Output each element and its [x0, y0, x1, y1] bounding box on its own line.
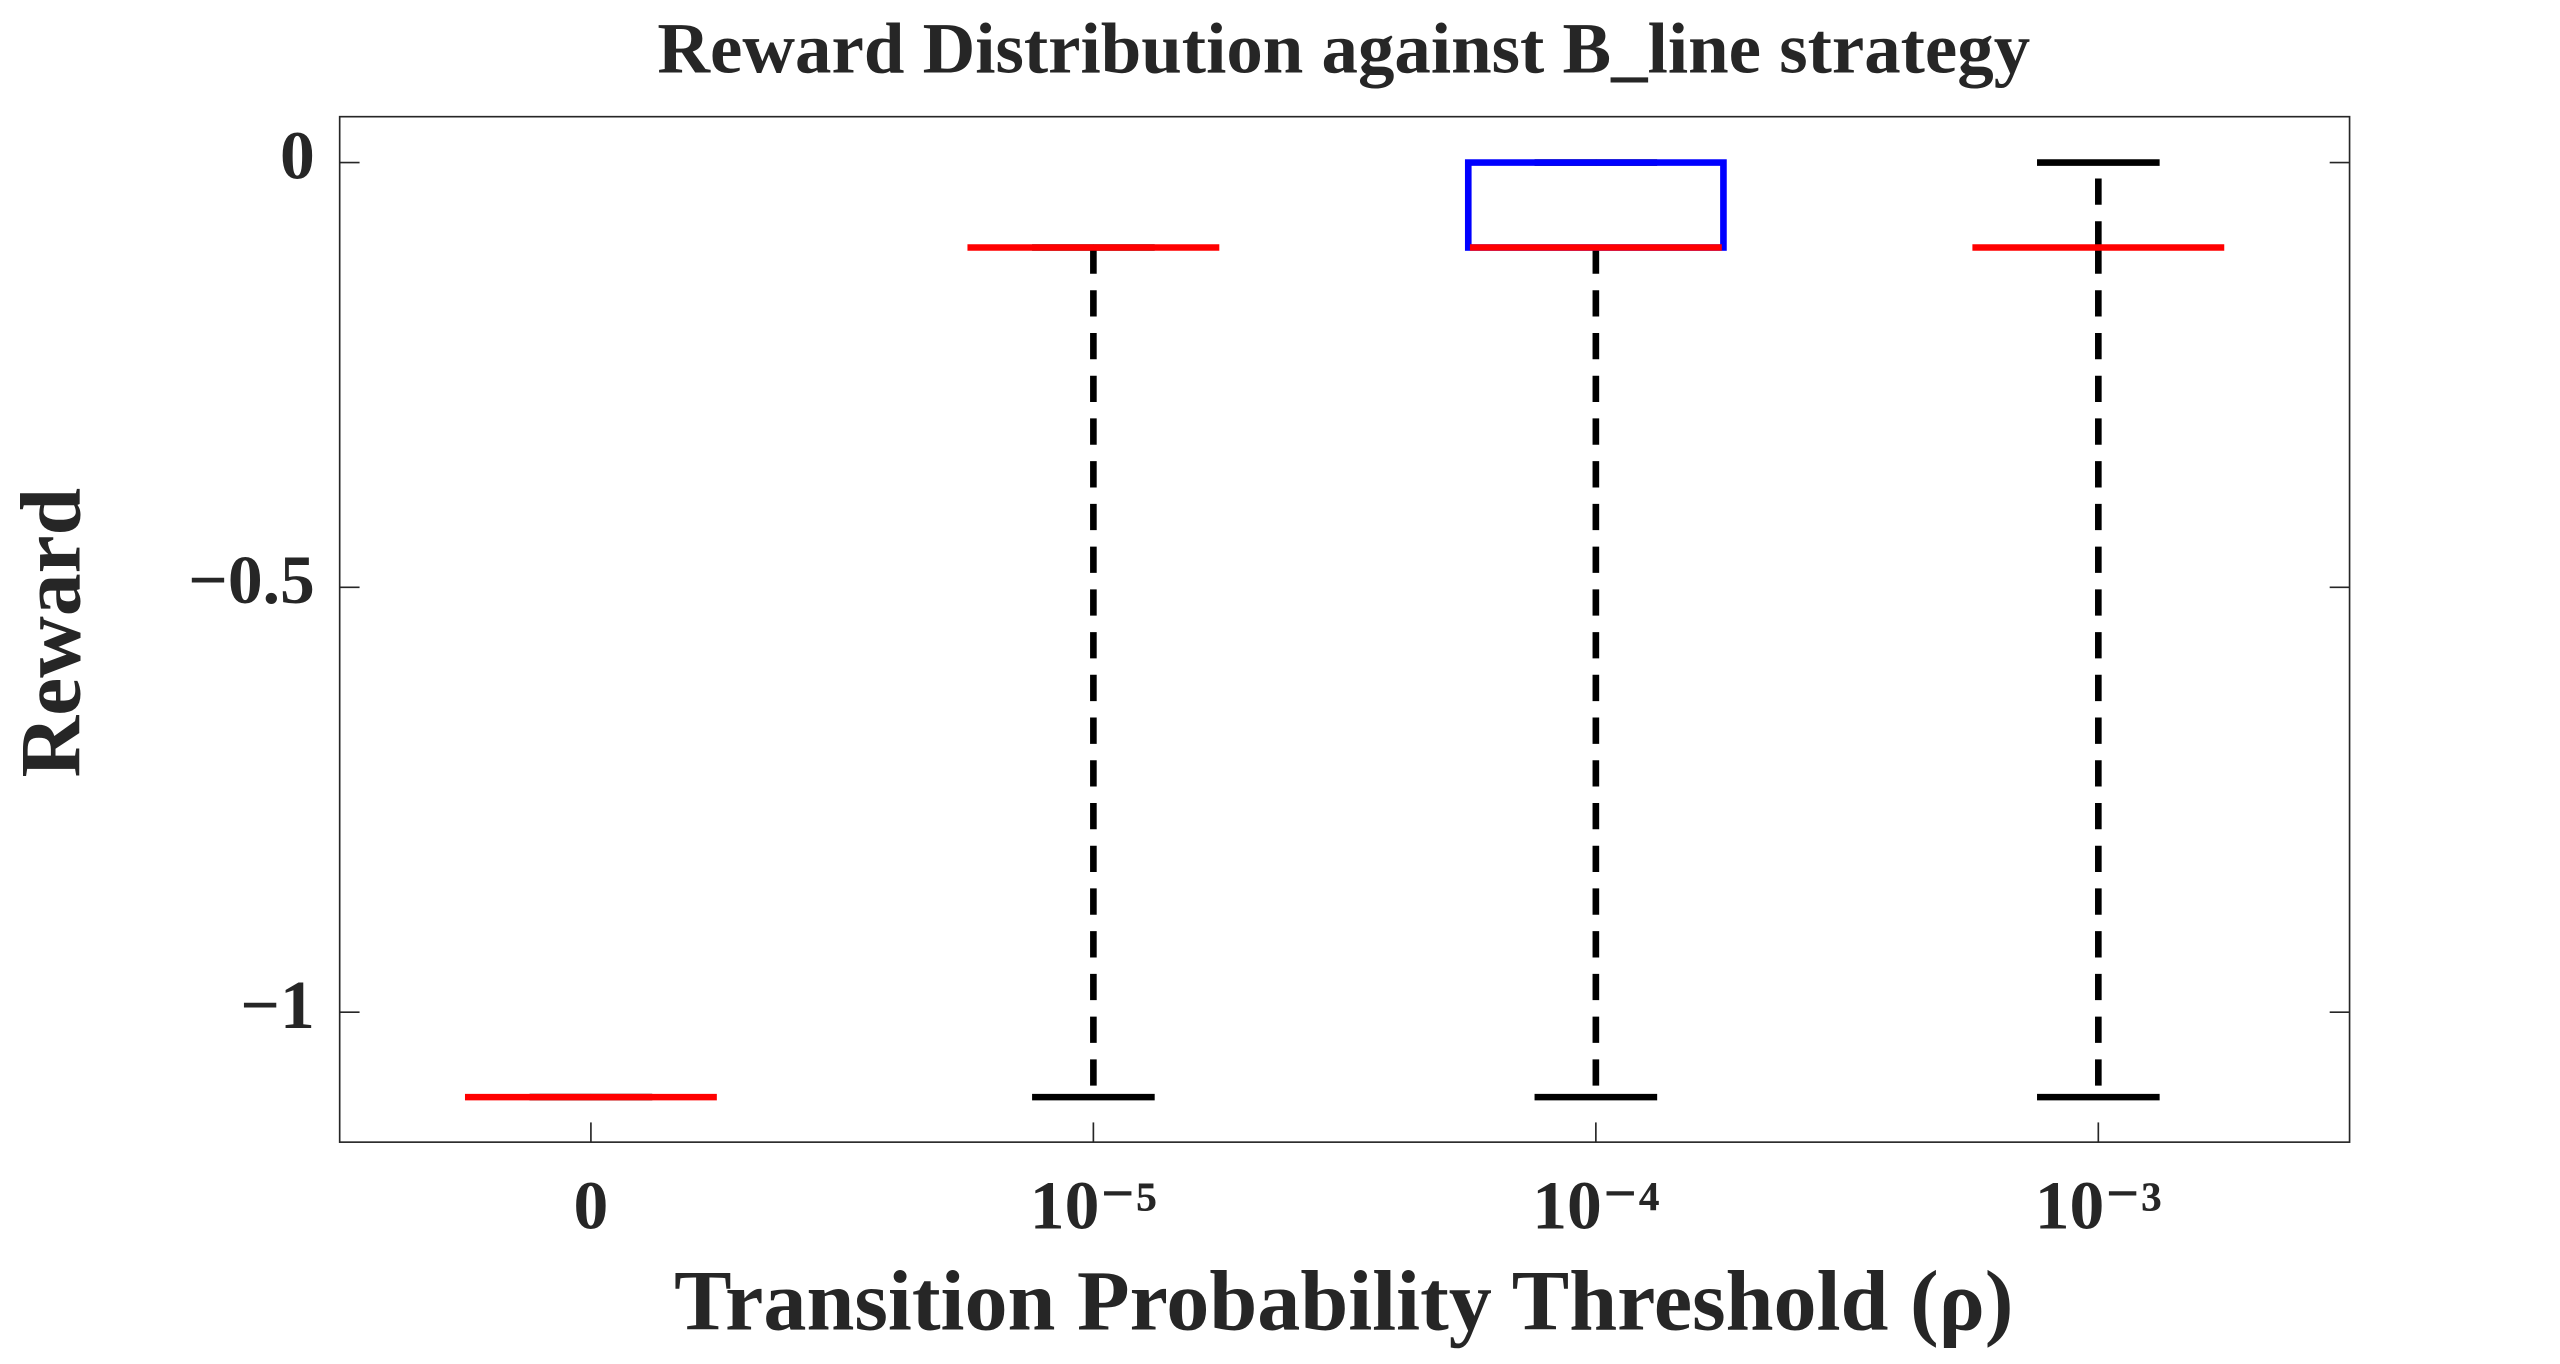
- y-axis-label: Reward: [3, 488, 98, 778]
- box: [1464, 159, 1727, 251]
- axes-frame: [338, 115, 2351, 1143]
- x-tick-label: 10⁻³: [2035, 1167, 2162, 1244]
- x-axis-label: Transition Probability Threshold (ρ): [674, 1254, 2013, 1349]
- chart-title: Reward Distribution against B_line strat…: [657, 8, 2030, 89]
- y-tick-label: −0.5: [188, 541, 315, 618]
- x-tick-label: 10⁻⁴: [1532, 1167, 1659, 1244]
- y-tick-label: −1: [240, 966, 314, 1043]
- x-tick-label: 10⁻⁵: [1030, 1167, 1157, 1244]
- y-tick-label: 0: [280, 117, 315, 194]
- x-tick-label: 0: [574, 1167, 609, 1244]
